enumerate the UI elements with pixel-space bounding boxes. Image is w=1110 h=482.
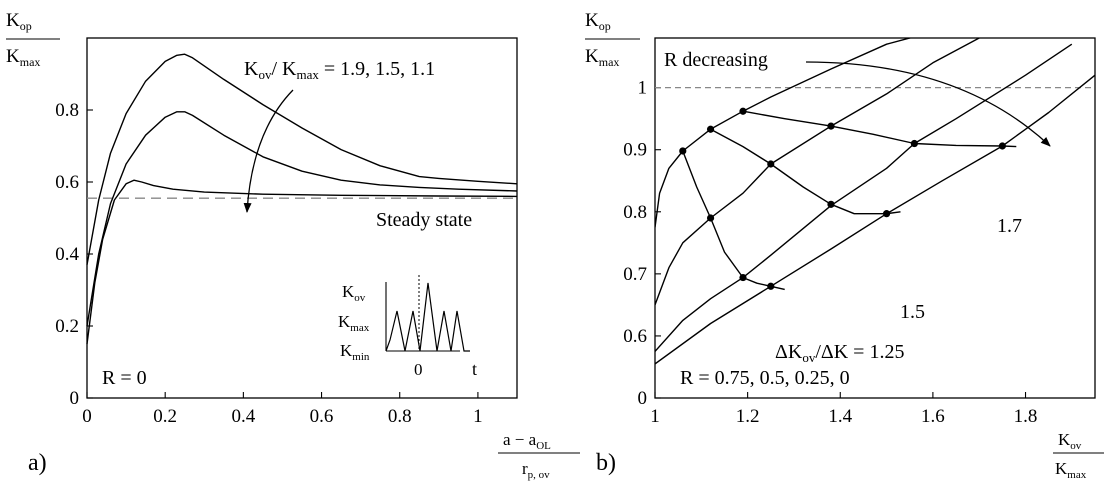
panel-a-xtick-label: 0.2: [153, 406, 177, 427]
ratio-curve-1-25: [682, 150, 785, 291]
panel-b-ytick-label: 0.7: [623, 264, 647, 285]
panel-a-ytick-label: 0.2: [55, 316, 79, 337]
panel-a-ylabel: Kop Kmax: [6, 10, 60, 69]
data-point: [998, 142, 1006, 150]
svg-text:0: 0: [414, 360, 423, 379]
r-curve-4: [655, 74, 1095, 365]
r-curve-1: [655, 38, 913, 228]
panel-a-xtick-label: 0: [82, 406, 92, 427]
k-op-curve-1: [86, 53, 518, 265]
svg-text:Kmin: Kmin: [340, 341, 370, 363]
svg-text:Kop: Kop: [585, 10, 611, 33]
panel-a-ytick-label: 0: [70, 388, 80, 409]
ratio-label-1-7: 1.7: [997, 215, 1022, 237]
k-op-curve-2: [86, 111, 518, 327]
panel-b-ytick-label: 0.6: [623, 326, 647, 347]
svg-text:Kmax: Kmax: [1055, 459, 1087, 481]
r-decreasing-label: R decreasing: [664, 49, 768, 71]
panel-a-ticks: 0 0.2 0.4 0.6 0.8 1 0 0.2 0.4 0.6 0.8: [55, 100, 482, 427]
panel-b-xtick-label: 1.2: [736, 406, 760, 427]
svg-text:Kmax: Kmax: [6, 46, 40, 69]
ratio-curve-1-5: [710, 128, 901, 215]
panel-b-ytick-label: 0.8: [623, 202, 647, 223]
r-curve-3: [655, 43, 1073, 352]
data-point: [767, 160, 775, 168]
panel-a: 0 0.2 0.4 0.6 0.8 1 0 0.2 0.4 0.6 0.8 Kop Kmax a −…: [6, 10, 580, 481]
r-decreasing-arrow: [805, 61, 1051, 147]
svg-text:t: t: [472, 359, 477, 379]
panel-b: 1 1.2 1.4 1.6 1.8 0 0.6 0.7 0.8 0.9 1 Kop Kmax Kov…: [585, 10, 1104, 481]
panel-a-xtick-label: 0.8: [388, 406, 412, 427]
ratio-arrow: [243, 89, 294, 213]
panel-a-xtick-label: 0.6: [310, 406, 334, 427]
data-point: [706, 125, 715, 133]
panel-a-xtick-label: 1: [473, 406, 483, 427]
svg-text:a − aOL: a − aOL: [503, 430, 551, 452]
ratio-annotation: Kov/ Kmax = 1.9, 1.5, 1.1: [244, 58, 435, 82]
panel-b-ticks: 1 1.2 1.4 1.6 1.8 0 0.6 0.7 0.8 0.9 1: [623, 78, 1037, 427]
data-point: [827, 122, 835, 130]
r-zero-label: R = 0: [102, 367, 147, 389]
panel-a-label: a): [28, 450, 47, 476]
k-op-curve-3: [86, 179, 518, 345]
r-curve-2: [655, 38, 980, 306]
panel-b-ytick-label: 0: [638, 388, 648, 409]
svg-text:rp, ov: rp, ov: [522, 459, 550, 481]
panel-b-points: [679, 107, 1006, 290]
panel-a-ytick-label: 0.4: [55, 244, 79, 265]
data-point: [910, 139, 918, 148]
data-point: [827, 200, 835, 208]
inset-load-waveform: [385, 282, 470, 352]
panel-b-xtick-label: 1: [650, 406, 660, 427]
panel-a-ytick-label: 0.8: [55, 100, 79, 121]
panel-b-label: b): [596, 450, 616, 476]
panel-b-ytick-label: 0.9: [623, 140, 647, 161]
panel-b-xlabel: Kov Kmax: [1053, 430, 1104, 481]
panel-b-r-curves: [655, 38, 1095, 365]
panel-a-frame: [86, 37, 518, 399]
data-point: [739, 273, 747, 282]
data-point: [882, 210, 891, 218]
svg-text:Kov: Kov: [342, 282, 366, 304]
panel-b-xtick-label: 1.8: [1014, 406, 1038, 427]
panel-b-frame: [654, 37, 1096, 399]
panel-b-xtick-label: 1.4: [828, 406, 852, 427]
delta-ratio-label: ΔKov/ΔK = 1.25: [775, 341, 904, 365]
steady-state-label: Steady state: [376, 209, 472, 231]
panel-b-xtick-label: 1.6: [921, 406, 945, 427]
svg-text:Kmax: Kmax: [585, 46, 619, 69]
panel-a-ytick-label: 0.6: [55, 172, 79, 193]
svg-text:Kov: Kov: [1058, 430, 1082, 452]
panel-b-ytick-label: 1: [638, 78, 648, 99]
svg-text:Kop: Kop: [6, 10, 32, 33]
data-point: [679, 147, 687, 155]
data-point: [739, 107, 747, 115]
data-point: [706, 214, 715, 222]
panel-a-xtick-label: 0.4: [231, 406, 255, 427]
panel-a-xlabel: a − aOL rp, ov: [498, 430, 580, 481]
svg-text:Kmax: Kmax: [338, 312, 370, 334]
ratio-label-1-5: 1.5: [900, 301, 925, 323]
ratio-curve-1-7: [742, 110, 1017, 148]
panel-a-curves: [86, 53, 518, 345]
panel-b-ylabel: Kop Kmax: [585, 10, 640, 69]
data-point: [767, 282, 775, 290]
r-values-label: R = 0.75, 0.5, 0.25, 0: [680, 367, 850, 389]
load-history-inset: Kov Kmax Kmin 0 t: [338, 275, 477, 379]
